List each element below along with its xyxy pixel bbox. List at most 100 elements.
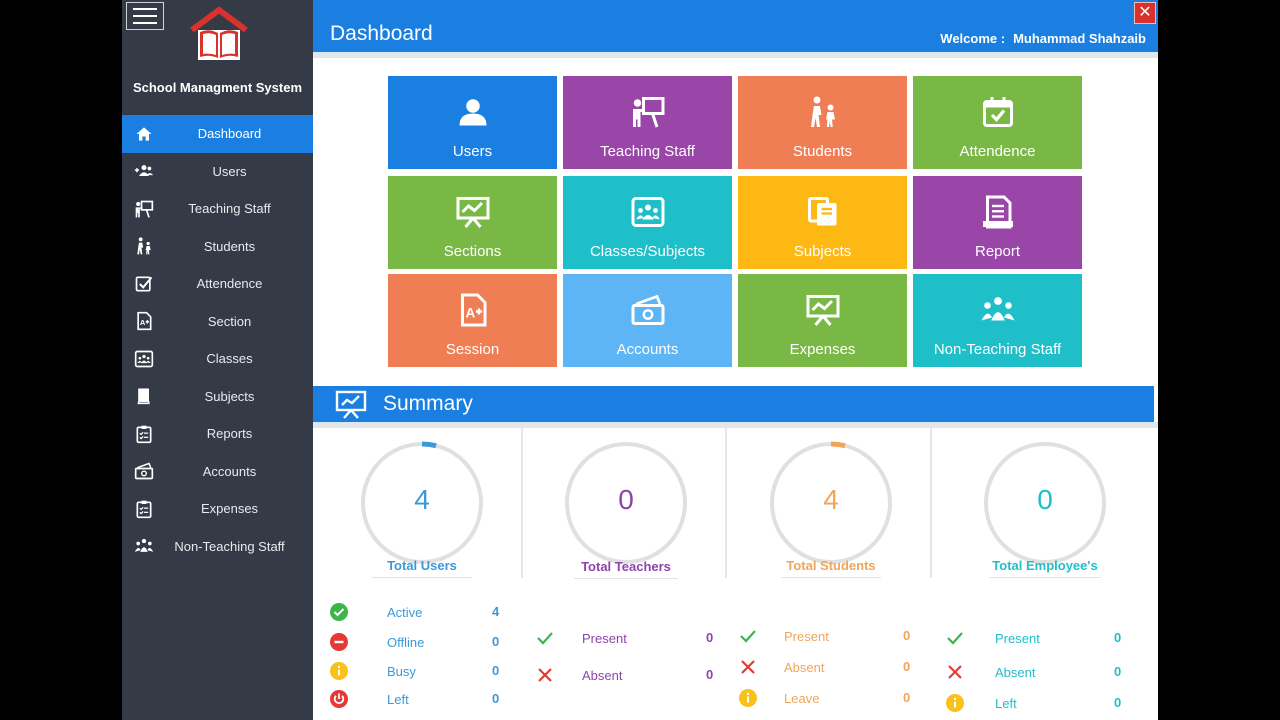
students-walking-icon: [805, 94, 841, 130]
svg-text:A: A: [465, 306, 475, 321]
stat-label: Busy: [387, 663, 416, 679]
stat-value: 0: [706, 667, 714, 682]
book-icon: [133, 385, 155, 407]
stat-value: 0: [492, 634, 500, 649]
stat-value: 0: [1114, 630, 1122, 645]
tile-label: Non-Teaching Staff: [933, 341, 1062, 358]
sidebar-item-non-teaching-staff[interactable]: Non-Teaching Staff: [122, 528, 313, 566]
info-circle-icon: [329, 661, 349, 681]
tile-non-teaching-staff[interactable]: Non-Teaching Staff: [913, 274, 1082, 367]
school-logo-icon: [190, 7, 248, 60]
sidebar-item-teaching-staff[interactable]: Teaching Staff: [122, 190, 313, 228]
sidebar-item-section[interactable]: A Section: [122, 303, 313, 341]
sidebar-item-label: Users: [212, 163, 247, 179]
panel-divider: [930, 428, 932, 578]
sidebar-item-label: Subjects: [204, 388, 255, 404]
stat-value: 0: [492, 691, 500, 706]
sidebar-nav: Dashboard Users Teaching Staff Students Atte…: [122, 115, 313, 565]
summary-header: Summary: [313, 386, 1154, 422]
panel-title: Total Employee's: [989, 558, 1101, 578]
tile-users[interactable]: Users: [388, 76, 557, 169]
panel-title: Total Students: [781, 558, 881, 578]
check-icon: [945, 628, 965, 648]
stat-label: Left: [995, 695, 1017, 711]
stat-row-present: Present: [738, 626, 829, 646]
stat-value: 0: [492, 663, 500, 678]
grade-document-icon: A: [133, 310, 155, 332]
tile-classes-subjects[interactable]: Classes/Subjects: [563, 176, 732, 269]
clipboard-list-icon: [133, 498, 155, 520]
app-window: School Managment System Dashboard Users Te…: [122, 0, 1158, 720]
sidebar-item-classes[interactable]: Classes: [122, 340, 313, 378]
tile-report[interactable]: Report: [913, 176, 1082, 269]
tile-label: Report: [974, 243, 1021, 260]
group-icon: [980, 292, 1016, 328]
stat-label: Active: [387, 604, 423, 620]
menu-toggle-icon[interactable]: [126, 2, 164, 30]
sidebar-item-label: Section: [207, 313, 252, 329]
tile-accounts[interactable]: Accounts: [563, 274, 732, 367]
tile-teaching-staff[interactable]: Teaching Staff: [563, 76, 732, 169]
total-value: 4: [414, 484, 430, 515]
sidebar-item-reports[interactable]: Reports: [122, 415, 313, 453]
progress-ring: [984, 442, 1106, 564]
summary-divider: [313, 422, 1158, 428]
sidebar-item-students[interactable]: Students: [122, 228, 313, 266]
clipboard-icon: [133, 423, 155, 445]
stat-label: Present: [784, 628, 829, 644]
sidebar-item-label: Expenses: [200, 501, 259, 517]
tile-attendence[interactable]: Attendence: [913, 76, 1082, 169]
tile-sections[interactable]: Sections: [388, 176, 557, 269]
power-circle-icon: [329, 689, 349, 709]
summary-panel-total-students: 4 Total Students Present 0 Absent 0 Leave 0: [728, 428, 930, 720]
calendar-check-icon: [980, 94, 1016, 130]
money-icon: [630, 292, 666, 328]
sidebar-item-dashboard[interactable]: Dashboard: [122, 115, 313, 153]
tile-label: Attendence: [959, 143, 1036, 160]
close-button[interactable]: ✕: [1134, 2, 1156, 24]
tile-session[interactable]: A Session: [388, 274, 557, 367]
cross-icon: [535, 665, 555, 685]
summary-panel-total-employee-s: 0 Total Employee's Present 0 Absent 0 Left 0: [932, 428, 1158, 720]
info-circle-icon: [738, 688, 758, 708]
tile-label: Expenses: [789, 341, 856, 358]
progress-arc: [421, 441, 437, 449]
tile-label: Users: [452, 143, 493, 160]
summary-title: Summary: [383, 392, 473, 415]
sidebar-item-label: Reports: [206, 426, 253, 442]
stat-row-leave: Leave: [738, 688, 819, 708]
stat-row-present: Present: [945, 628, 1040, 648]
sidebar-item-label: Accounts: [202, 463, 257, 479]
total-value: 4: [823, 484, 839, 515]
stat-row-left: Left: [329, 689, 409, 709]
stat-row-offline: Offline: [329, 632, 424, 652]
stat-label: Leave: [784, 690, 820, 706]
cross-icon: [945, 662, 965, 682]
sidebar-item-accounts[interactable]: Accounts: [122, 453, 313, 491]
tile-students[interactable]: Students: [738, 76, 907, 169]
header: Dashboard Welcome : Muhammad Shahzaib ✕: [313, 0, 1158, 52]
sidebar-item-users[interactable]: Users: [122, 153, 313, 191]
grade-document-icon: A: [455, 292, 491, 328]
total-value: 0: [1037, 484, 1053, 515]
stat-label: Absent: [784, 659, 825, 675]
tile-expenses[interactable]: Expenses: [738, 274, 907, 367]
sidebar-item-label: Classes: [206, 351, 253, 367]
teacher-board-icon: [630, 94, 666, 130]
user-name: Muhammad Shahzaib: [1013, 31, 1146, 46]
tile-subjects[interactable]: Subjects: [738, 176, 907, 269]
stat-value: 0: [903, 690, 911, 705]
sidebar-item-expenses[interactable]: Expenses: [122, 490, 313, 528]
stat-row-busy: Busy: [329, 661, 416, 681]
stat-value: 0: [1114, 664, 1122, 679]
panel-title: Total Teachers: [574, 559, 678, 579]
sidebar-item-subjects[interactable]: Subjects: [122, 378, 313, 416]
teacher-icon: [133, 198, 155, 220]
tile-label: Classes/Subjects: [589, 243, 706, 260]
page-title: Dashboard: [330, 22, 433, 45]
stat-value: 0: [1114, 695, 1122, 710]
dashboard-tiles: Users Teaching Staff Students Attendence Sec…: [388, 76, 1084, 368]
sidebar-item-attendence[interactable]: Attendence: [122, 265, 313, 303]
user-icon: [455, 94, 491, 130]
money-icon: [133, 460, 155, 482]
